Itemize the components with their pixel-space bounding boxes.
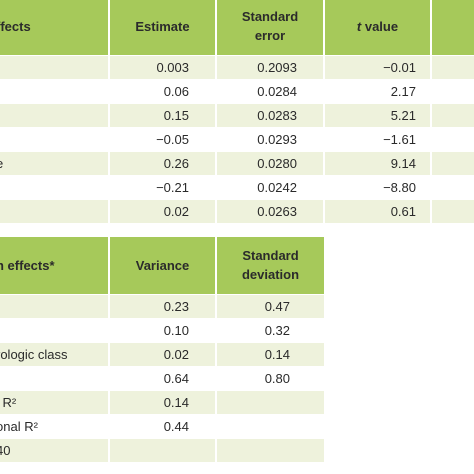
table-row: onal R² 0.44 <box>0 414 324 438</box>
extra-cell <box>430 55 474 79</box>
standard-deviation-cell: 0.32 <box>215 318 324 342</box>
estimate-cell: 0.02 <box>108 199 216 223</box>
standard-error-cell: 0.0242 <box>215 175 324 199</box>
t-value-cell: 9.14 <box>323 151 431 175</box>
table-row: 0.02 0.0263 0.61 <box>0 199 474 223</box>
row-label: rologic class <box>0 342 109 366</box>
table-row: rologic class 0.02 0.14 <box>0 342 324 366</box>
estimate-cell: 0.26 <box>108 151 216 175</box>
extra-cell <box>430 175 474 199</box>
table-row: l0.640.80 <box>0 366 324 390</box>
row-label <box>0 175 109 199</box>
row-label <box>0 103 109 127</box>
random-effects-header-row: n effects* Variance Standard deviation <box>0 237 324 294</box>
standard-error-cell: 0.0293 <box>215 127 324 151</box>
standard-deviation-cell: 0.47 <box>215 294 324 318</box>
standard-deviation-header: Standard deviation <box>215 237 324 294</box>
table-row: 0.10 0.32 <box>0 318 324 342</box>
standard-error-cell: 0.0284 <box>215 79 324 103</box>
row-label: e <box>0 151 109 175</box>
random-effects-table: n effects* Variance Standard deviation 0… <box>0 237 324 462</box>
standard-error-cell: 0.0283 <box>215 103 324 127</box>
table-row: 0.15 0.0283 5.21 <box>0 103 474 127</box>
t-value-header: t value <box>323 0 431 55</box>
estimate-cell: 0.003 <box>108 55 216 79</box>
standard-deviation-cell <box>215 438 324 462</box>
standard-error-header: Standard error <box>215 0 324 55</box>
table-row: −0.05 0.0293 −1.61 <box>0 127 474 151</box>
t-value-cell: 0.61 <box>323 199 431 223</box>
estimate-cell: 0.06 <box>108 79 216 103</box>
table-row: 0.23 0.47 <box>0 294 324 318</box>
row-label <box>0 294 109 318</box>
row-label: t <box>0 55 109 79</box>
row-label: l R² <box>0 390 109 414</box>
t-value-cell: 2.17 <box>323 79 431 103</box>
standard-error-cell: 0.0280 <box>215 151 324 175</box>
table-row: −0.21 0.0242 −8.80 <box>0 175 474 199</box>
row-label: l <box>0 366 109 390</box>
variance-cell: 0.10 <box>108 318 216 342</box>
t-value-cell: −0.01 <box>323 55 431 79</box>
extra-column-header <box>430 0 474 55</box>
standard-error-cell: 0.0263 <box>215 199 324 223</box>
variance-cell: 0.64 <box>108 366 216 390</box>
standard-deviation-cell <box>215 390 324 414</box>
extra-cell <box>430 127 474 151</box>
variance-header: Variance <box>108 237 216 294</box>
extra-cell <box>430 103 474 127</box>
fixed-effects-header: ffects <box>0 0 109 55</box>
fixed-effects-header-row: ffects Estimate Standard error t value <box>0 0 474 55</box>
standard-deviation-cell <box>215 414 324 438</box>
extra-cell <box>430 199 474 223</box>
variance-cell: 0.44 <box>108 414 216 438</box>
random-effects-header: n effects* <box>0 237 109 294</box>
row-label <box>0 127 109 151</box>
row-label <box>0 318 109 342</box>
standard-deviation-header-text: Standard deviation <box>241 248 300 283</box>
row-label: 40 <box>0 438 109 462</box>
extra-cell <box>430 79 474 103</box>
table-row: l R²0.14 <box>0 390 324 414</box>
t-value-cell: 5.21 <box>323 103 431 127</box>
table-row: 0.06 0.0284 2.17 <box>0 79 474 103</box>
standard-error-header-text: Standard error <box>241 9 299 44</box>
row-label: onal R² <box>0 414 109 438</box>
variance-cell: 0.02 <box>108 342 216 366</box>
fixed-effects-table: ffects Estimate Standard error t value t… <box>0 0 474 223</box>
estimate-cell: −0.21 <box>108 175 216 199</box>
variance-cell <box>108 438 216 462</box>
estimate-header: Estimate <box>108 0 216 55</box>
row-label <box>0 79 109 103</box>
extra-cell <box>430 151 474 175</box>
variance-cell: 0.14 <box>108 390 216 414</box>
standard-error-cell: 0.2093 <box>215 55 324 79</box>
table-row: 40 <box>0 438 324 462</box>
estimate-cell: −0.05 <box>108 127 216 151</box>
estimate-cell: 0.15 <box>108 103 216 127</box>
t-value-cell: −8.80 <box>323 175 431 199</box>
variance-cell: 0.23 <box>108 294 216 318</box>
t-value-cell: −1.61 <box>323 127 431 151</box>
standard-deviation-cell: 0.14 <box>215 342 324 366</box>
row-label <box>0 199 109 223</box>
standard-deviation-cell: 0.80 <box>215 366 324 390</box>
